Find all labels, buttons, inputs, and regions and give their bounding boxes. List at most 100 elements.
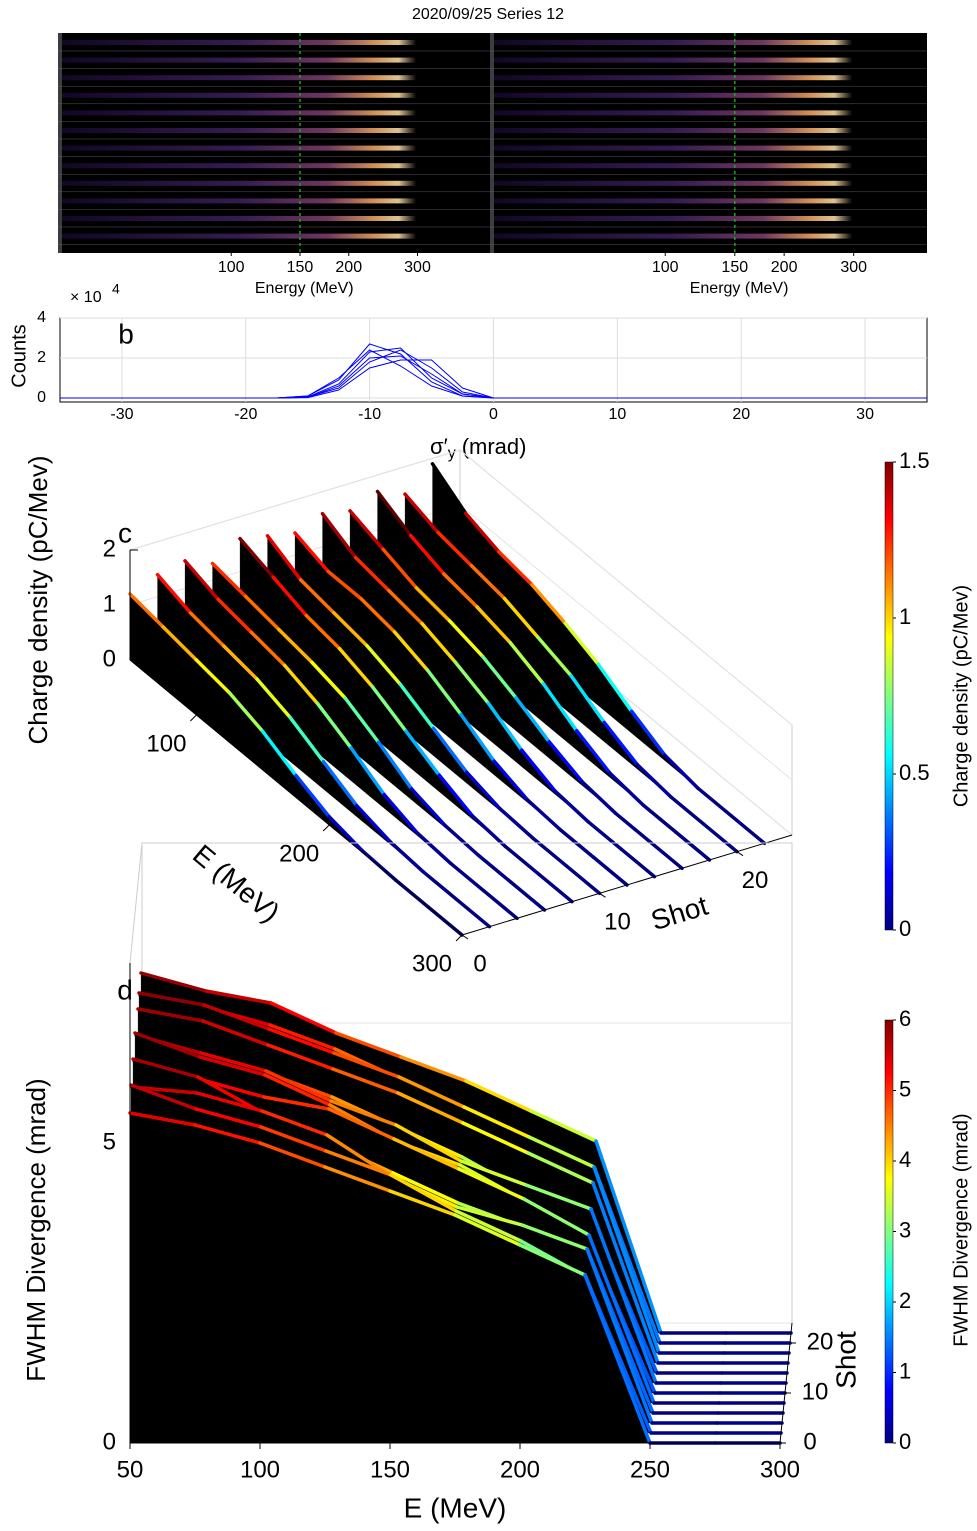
curve-segment (619, 847, 657, 879)
spectrum-stripe (494, 145, 853, 151)
spectrum-stripe (62, 40, 417, 45)
spectrum-stripe (494, 40, 853, 45)
curve-segment (558, 828, 596, 860)
x-tick-label: 30 (856, 406, 874, 423)
curve-segment (592, 855, 629, 887)
x-tick-label: 150 (721, 259, 748, 276)
spectrum-stripe (494, 163, 853, 169)
curve-segment (337, 646, 375, 689)
curve-segment (258, 1141, 327, 1169)
curve-segment (531, 836, 569, 868)
curve-segment (585, 1247, 654, 1425)
x-tick (322, 824, 330, 832)
curve-segment (331, 1067, 400, 1095)
x-axis-label-part: (mrad) (462, 434, 527, 459)
curve-segment (324, 1149, 393, 1177)
colorbar-tick-label: 0.5 (899, 760, 930, 785)
curve-segment (464, 770, 502, 811)
curve-segment (635, 763, 673, 799)
curve-segment (269, 1001, 338, 1035)
curve-segment (580, 780, 618, 816)
curve-segment (155, 572, 193, 615)
curve-segment (332, 1051, 401, 1079)
spectrum-stripe (62, 198, 417, 204)
curve-segment (553, 789, 590, 824)
curve-segment (463, 511, 501, 554)
curve-segment (702, 822, 739, 854)
x-tick-label: 200 (335, 259, 362, 276)
z-tick-label: 1 (103, 590, 116, 617)
curve-segment (564, 864, 602, 896)
curve-segment (503, 844, 541, 876)
spectrum-stripe (62, 216, 417, 221)
z-tick-label: 2 (103, 535, 116, 562)
colorbar-tick-label: 1 (899, 604, 911, 629)
spectrum-stripe (494, 128, 853, 133)
curve-segment (316, 702, 353, 750)
x-axis-label-part: σ′ (430, 434, 448, 459)
curve-segment (574, 729, 612, 775)
curve-segment (139, 971, 208, 993)
spectrum-stripe (494, 57, 853, 63)
y-tick-label: 2 (37, 349, 46, 366)
curve-segment (392, 630, 430, 673)
curve-segment (404, 729, 441, 777)
curve-segment (696, 786, 734, 818)
spectrum-stripe (62, 110, 417, 116)
curve-segment (398, 682, 436, 731)
curve-segment (282, 663, 320, 706)
x-axis-label-part: y (448, 445, 456, 462)
curve-segment (476, 853, 514, 885)
curve-segment (201, 1019, 270, 1047)
curve-segment (431, 726, 469, 775)
curve-segment (399, 1055, 468, 1083)
curve-segment (161, 625, 199, 662)
spectrum-stripe (62, 57, 417, 63)
curve-segment (520, 1223, 589, 1251)
curve-segment (583, 1273, 652, 1445)
curve-segment (589, 1207, 658, 1385)
spectrum-stripe (62, 233, 417, 239)
curve-segment (198, 1055, 267, 1077)
curve-segment (408, 533, 446, 576)
curve-segment (183, 559, 220, 602)
x-tick (190, 714, 197, 722)
curve-segment (202, 1003, 271, 1031)
curve-segment (261, 729, 298, 778)
x-tick-label: 300 (760, 1456, 800, 1483)
curve-segment (392, 1137, 461, 1171)
image-edge (490, 33, 494, 253)
curve-segment (415, 831, 453, 866)
curve-segment (365, 644, 403, 687)
curve-segment (262, 1095, 331, 1111)
curve-segment (321, 759, 359, 808)
curve-segment (514, 696, 551, 744)
curve-segment (497, 550, 534, 587)
y-tick-label: 4 (37, 309, 46, 326)
curve-segment (602, 720, 640, 767)
curve-segment (409, 787, 447, 828)
spectrum-stripe (62, 145, 417, 151)
curve-segment (216, 597, 254, 635)
curve-segment (437, 773, 475, 818)
curve-segment (587, 1233, 656, 1405)
curve-segment (591, 1181, 660, 1365)
curve-segment (194, 658, 232, 695)
colorbar-tick-label: 3 (899, 1217, 911, 1242)
x-axis-label: E (MeV) (404, 1492, 507, 1523)
spectrum-stripe (62, 75, 417, 81)
curve-segment (674, 830, 712, 862)
curve-segment (454, 897, 492, 929)
z-tick-label: 5 (103, 1128, 116, 1155)
curve-segment (387, 588, 424, 626)
curve-segment (391, 1171, 460, 1205)
curve-segment (381, 547, 419, 590)
colorbar-tick-label: 5 (899, 1076, 911, 1101)
x-tick-label: 0 (489, 406, 498, 423)
curve-segment (396, 1091, 465, 1125)
curve-segment (193, 1123, 262, 1145)
panel-label: b (118, 318, 134, 349)
curve-segment (349, 746, 386, 797)
curve-segment (508, 641, 546, 686)
